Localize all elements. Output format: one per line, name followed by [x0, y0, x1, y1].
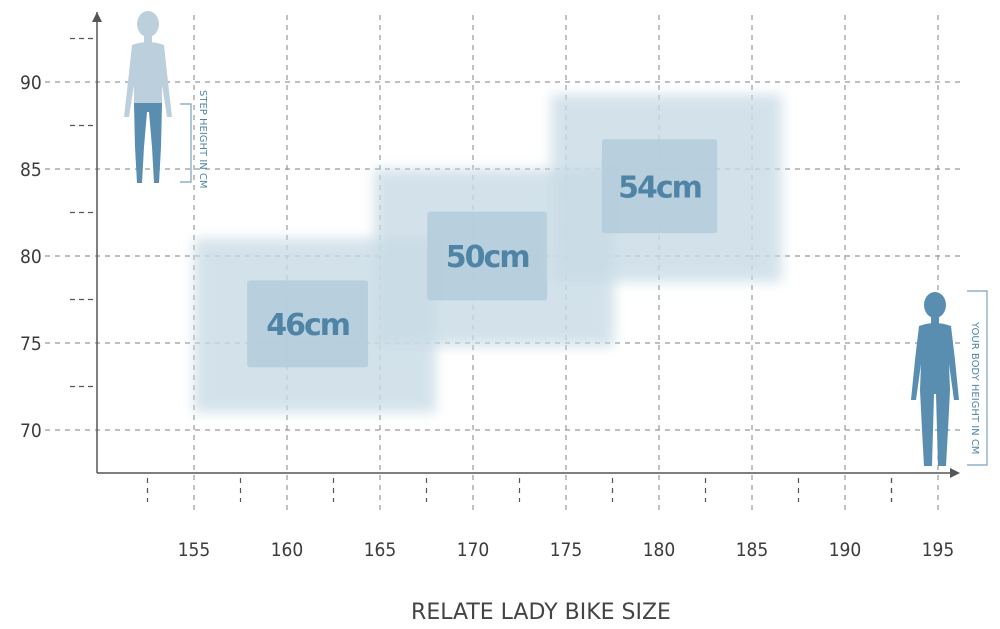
x-tick-label: 190	[829, 539, 862, 561]
body-height-label: YOUR BODY HEIGHT IN CM	[969, 321, 980, 454]
size-label: 50cm	[446, 240, 529, 275]
size-label: 54cm	[618, 170, 701, 205]
y-tick-label: 80	[20, 246, 42, 268]
step-height-bracket	[180, 103, 192, 183]
x-axis-arrow	[950, 468, 960, 478]
chart-title: RELATE LADY BIKE SIZE	[411, 600, 671, 625]
size-region-inner	[247, 280, 369, 368]
y-tick-label: 90	[20, 72, 42, 94]
body-height-figure-icon	[911, 292, 959, 466]
step-height-label: STEP HEIGHT IN CM	[197, 90, 208, 189]
y-tick-label: 70	[20, 420, 42, 442]
step-height-figure-icon	[124, 11, 172, 183]
x-tick-label: 185	[736, 539, 769, 561]
size-label: 46cm	[266, 308, 349, 343]
x-tick-label: 170	[457, 539, 490, 561]
x-tick-label: 155	[178, 539, 211, 561]
y-tick-label: 75	[20, 333, 42, 355]
x-tick-label: 180	[643, 539, 676, 561]
size-region-inner	[601, 139, 718, 234]
x-tick-label: 165	[364, 539, 397, 561]
x-tick-label: 195	[922, 539, 955, 561]
body-height-bracket	[967, 290, 988, 466]
y-tick-label: 85	[20, 159, 42, 181]
x-tick-label: 160	[271, 539, 304, 561]
size-region-inner	[427, 211, 548, 301]
y-axis-arrow	[92, 12, 102, 22]
x-tick-label: 175	[550, 539, 583, 561]
